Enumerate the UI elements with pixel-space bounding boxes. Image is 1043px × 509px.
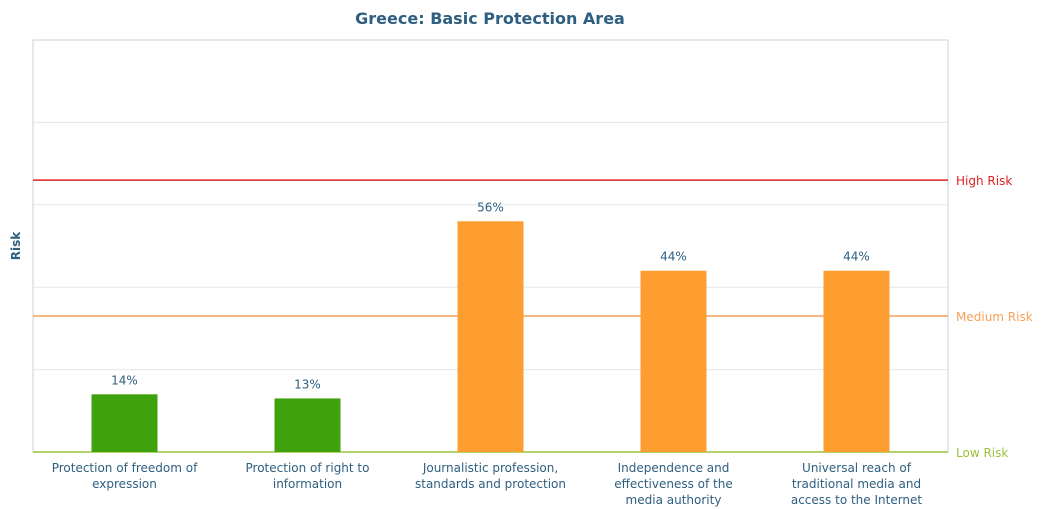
threshold-label: Medium Risk xyxy=(956,310,1033,324)
threshold-label: High Risk xyxy=(956,174,1012,188)
chart-title: Greece: Basic Protection Area xyxy=(355,9,625,28)
data-label: 13% xyxy=(294,377,321,391)
data-label: 44% xyxy=(660,250,687,264)
category-label: Universal reach of traditional media and a… xyxy=(791,461,923,507)
bar xyxy=(457,221,524,452)
data-label: 14% xyxy=(111,373,138,387)
bar xyxy=(274,398,341,452)
category-label: Independence and effectiveness of the medi… xyxy=(614,461,733,507)
data-label: 56% xyxy=(477,200,504,214)
data-label: 44% xyxy=(843,250,870,264)
category-label: Journalistic profession, standards and pr… xyxy=(415,461,566,491)
bar xyxy=(91,394,158,452)
bar xyxy=(823,270,890,452)
category-label: Protection of freedom of expression xyxy=(52,461,198,491)
bar xyxy=(640,270,707,452)
threshold-label: Low Risk xyxy=(956,446,1008,460)
category-label: Protection of right to information xyxy=(246,461,370,491)
y-axis-label: Risk xyxy=(9,231,23,260)
